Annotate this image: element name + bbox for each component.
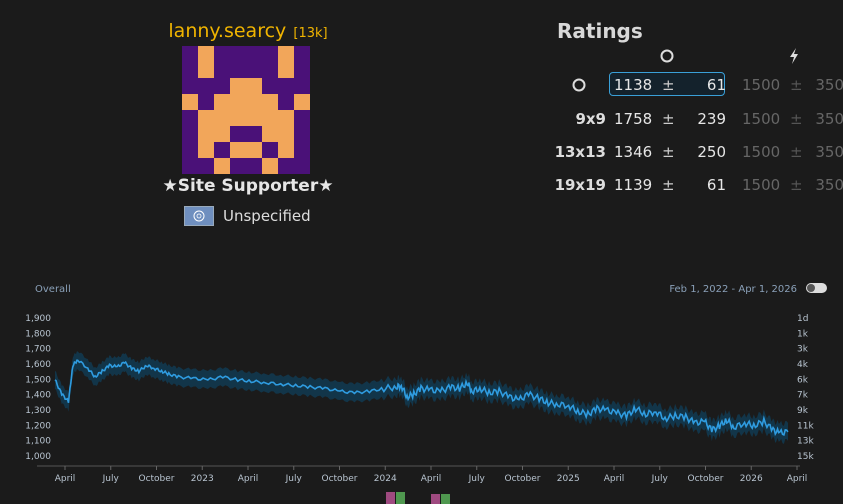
blitz-rating-deviation: 350 [815,143,843,161]
un-flag-icon [184,206,214,226]
x-tick-label: 2026 [740,474,763,484]
games-histogram-bar [396,492,405,504]
rating-deviation: 61 [706,176,726,194]
rating-deviation: 239 [697,110,726,128]
date-range-label: Feb 1, 2022 - Apr 1, 2026 [669,284,797,295]
selected-rating-highlight [609,72,725,96]
x-tick-label: 2025 [557,474,580,484]
rating-row-13x13[interactable]: 13x13 1346 ± 250 1500 ± 350 [540,139,843,165]
x-tick-label: July [468,474,486,484]
blitz-rating-value: 1500 [742,76,781,94]
plus-minus: ± [662,176,675,194]
country: Unspecified [184,206,311,226]
y-tick-label: 1,100 [25,437,51,447]
ratings-heading: Ratings [557,19,643,43]
site-supporter-badge: ★Site Supporter★ [162,176,334,196]
deviation-band [55,351,788,444]
y-tick-label: 1,700 [25,345,51,355]
y-right-tick-label: 13k [797,437,814,447]
games-histogram-bar [431,494,440,504]
blitz-rating-deviation: 350 [815,176,843,194]
x-tick-label: October [504,474,540,484]
rating-value: 1758 [614,110,653,128]
rating-row-9x9[interactable]: 9x9 1758 ± 239 1500 ± 350 [540,106,843,132]
x-tick-label: July [102,474,120,484]
board-size-label: 13x13 [554,143,606,161]
rating-value: 1138 [614,76,653,94]
profile-card: lanny.searcy [13k] ★Site Supporter★ Unsp… [150,18,346,226]
y-right-tick-label: 1k [797,329,809,339]
games-histogram-bar [386,492,395,504]
country-label: Unspecified [223,207,311,225]
y-tick-label: 1,500 [25,375,51,385]
y-right-tick-label: 9k [797,406,809,416]
y-tick-label: 1,900 [25,314,51,324]
y-right-tick-label: 11k [797,421,814,431]
rating-deviation: 250 [697,143,726,161]
y-right-tick-label: 7k [797,391,809,401]
x-tick-label: October [687,474,723,484]
y-right-tick-label: 4k [797,360,809,370]
x-tick-label: October [138,474,174,484]
plus-minus: ± [790,76,803,94]
y-tick-label: 1,200 [25,421,51,431]
blitz-rating-value: 1500 [742,110,781,128]
y-tick-label: 1,400 [25,391,51,401]
plus-minus: ± [662,76,675,94]
rating-value: 1346 [614,143,653,161]
x-tick-label: April [421,474,442,484]
rating-deviation: 61 [706,76,726,94]
y-right-tick-label: 1d [797,314,808,324]
plus-minus: ± [790,110,803,128]
x-tick-label: July [285,474,303,484]
avatar [182,46,310,174]
rating-row-overall[interactable]: 1138 ± 61 1500 ± 350 [540,72,843,98]
username-link[interactable]: lanny.searcy [168,20,287,42]
x-tick-label: October [321,474,357,484]
rating-line [54,359,789,437]
x-tick-label: April [787,474,808,484]
rating-row-19x19[interactable]: 19x19 1139 ± 61 1500 ± 350 [540,172,843,198]
y-tick-label: 1,000 [25,452,51,462]
x-tick-label: 2024 [374,474,397,484]
rating-history-chart[interactable]: Overall Feb 1, 2022 - Apr 1, 2026 1,900 1… [0,270,843,504]
x-tick-label: April [55,474,76,484]
circle-icon [572,78,586,92]
chart-toggle-switch[interactable] [806,283,827,293]
blitz-rating-value: 1500 [742,176,781,194]
y-right-tick-label: 3k [797,345,809,355]
plus-minus: ± [790,176,803,194]
plus-minus: ± [662,143,675,161]
games-histogram-bar [441,494,450,504]
board-size-label: 19x19 [554,176,606,194]
x-tick-label: 2023 [191,474,214,484]
blitz-rating-deviation: 350 [815,76,843,94]
rank-badge: [13k] [293,26,328,41]
y-right-tick-label: 15k [797,452,814,462]
blitz-rating-value: 1500 [742,143,781,161]
y-right-tick-label: 6k [797,375,809,385]
plus-minus: ± [790,143,803,161]
x-tick-label: April [238,474,259,484]
chart-title: Overall [35,284,71,295]
x-tick-label: July [651,474,669,484]
y-tick-label: 1,800 [25,329,51,339]
rating-value: 1139 [614,176,653,194]
lightning-icon [790,48,798,64]
board-size-label: 9x9 [575,110,606,128]
x-tick-label: April [604,474,625,484]
circle-icon [660,49,674,63]
y-tick-label: 1,600 [25,360,51,370]
y-tick-label: 1,300 [25,406,51,416]
plus-minus: ± [662,110,675,128]
blitz-rating-deviation: 350 [815,110,843,128]
